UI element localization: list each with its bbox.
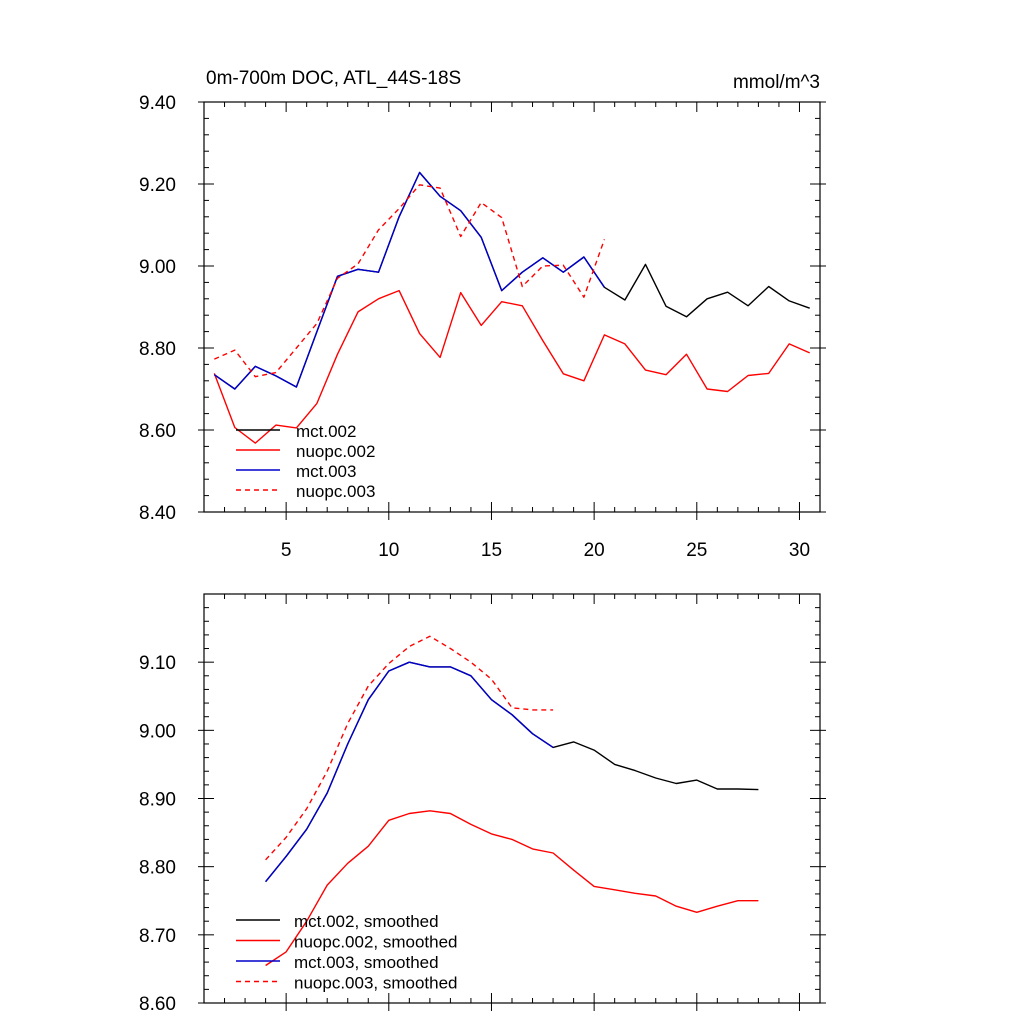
y-tick-label: 9.10 <box>139 653 176 674</box>
bottom-chart-panel: 8.60 8.70 8.80 8.90 9.00 9.10 mct.002, smoothe… <box>139 593 826 1015</box>
legend-label-0: mct.002, smoothed <box>294 912 439 931</box>
y-tick-label: 8.90 <box>139 790 176 811</box>
series-line-1 <box>213 289 810 444</box>
legend-label-3: nuopc.003 <box>296 482 375 501</box>
legend-label-0: mct.002 <box>296 422 356 441</box>
legend-label-1: nuopc.002, smoothed <box>294 933 458 952</box>
y-tick-label: 8.80 <box>139 339 176 360</box>
y-tick-label: 9.20 <box>139 175 176 196</box>
series-line-0 <box>265 661 759 883</box>
legend-label-3: nuopc.003, smoothed <box>294 974 458 993</box>
legend-label-2: mct.003, smoothed <box>294 953 439 972</box>
y-tick-label: 9.00 <box>139 721 176 742</box>
legend-label-2: mct.003 <box>296 462 356 481</box>
y-tick-label: 9.40 <box>139 93 176 114</box>
series-line-1 <box>265 810 759 967</box>
series-line-2 <box>213 171 605 390</box>
x-tick-label: 15 <box>481 540 502 561</box>
legend-label-1: nuopc.002 <box>296 442 375 461</box>
x-tick-label: 10 <box>378 540 399 561</box>
x-tick-label: 20 <box>584 540 605 561</box>
top-chart-panel: 5 10 15 20 25 30 8.40 8.60 8.80 9.00 9.20 9.40 0m-70… <box>139 68 826 561</box>
chart-title: 0m-700m DOC, ATL_44S-18S <box>206 68 461 89</box>
series-line-3 <box>265 635 554 861</box>
y-tick-label: 8.60 <box>139 421 176 442</box>
y-tick-label: 8.40 <box>139 503 176 524</box>
y-tick-label: 8.70 <box>139 926 176 947</box>
y-tick-label: 8.80 <box>139 858 176 879</box>
series-line-2 <box>265 661 554 883</box>
y-tick-label: 9.00 <box>139 257 176 278</box>
legend: mct.002, smoothed nuopc.002, smoothedmct.… <box>236 912 458 993</box>
series-line-3 <box>214 184 606 378</box>
x-tick-label: 30 <box>789 540 810 561</box>
x-tick-label: 5 <box>281 540 292 561</box>
units-label: mmol/m^3 <box>733 72 820 93</box>
y-tick-label: 8.60 <box>139 994 176 1015</box>
x-tick-label: 25 <box>686 540 707 561</box>
